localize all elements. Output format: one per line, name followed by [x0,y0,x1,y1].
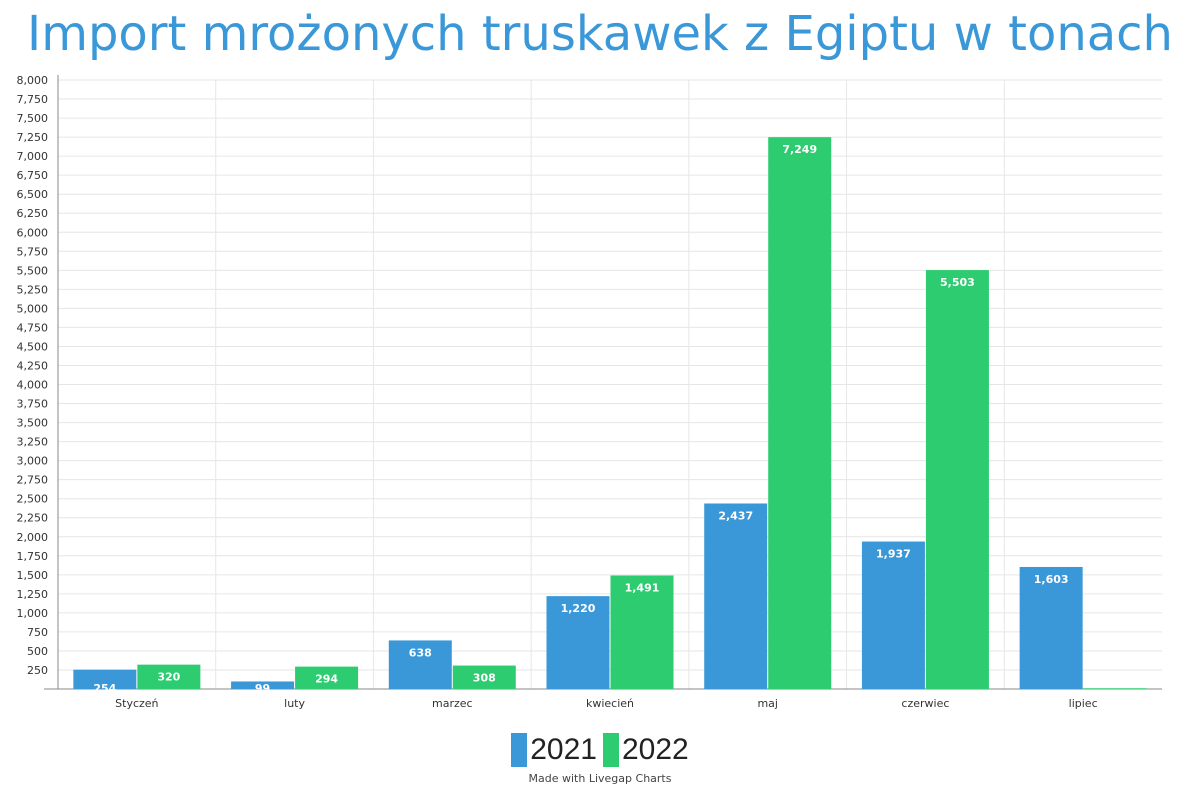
y-tick-label: 7,500 [17,112,49,125]
y-tick-label: 6,000 [17,226,49,239]
gridlines [58,79,1162,689]
x-tick-label: kwiecień [586,697,634,710]
data-label-2021-4: 2,437 [718,509,753,522]
y-tick-label: 1,500 [17,569,49,582]
y-tick-label: 7,000 [17,150,49,163]
y-tick-label: 500 [27,645,48,658]
bar-2022-0[interactable] [137,664,201,689]
x-tick-label: czerwiec [901,697,949,710]
legend-label-2021: 2021 [530,733,597,766]
y-tick-label: 3,500 [17,417,49,430]
x-tick-label: Styczeń [115,697,158,710]
bar-2021-3[interactable] [546,596,610,689]
y-tick-label: 3,000 [17,455,49,468]
legend-item-2022[interactable]: 2022 [603,733,689,767]
y-tick-label: 4,250 [17,359,49,372]
y-tick-label: 2,750 [17,474,49,487]
credit-text: Made with Livegap Charts [528,772,672,785]
legend-swatch-2022 [603,733,619,767]
y-tick-label: 5,000 [17,302,49,315]
y-tick-label: 5,250 [17,283,49,296]
legend: 2021 2022 [0,733,1200,767]
y-tick-label: 7,750 [17,93,49,106]
legend-item-2021[interactable]: 2021 [511,733,597,767]
y-tick-label: 4,500 [17,340,49,353]
data-label-2022-1: 294 [315,673,338,686]
bar-2022-6[interactable] [1083,688,1147,690]
data-label-2022-5: 5,503 [940,276,975,289]
data-label-2022-2: 308 [473,672,496,685]
y-tick-label: 6,250 [17,207,49,220]
bar-2021-1[interactable] [231,681,295,689]
bar-2021-5[interactable] [861,541,925,689]
data-label-2021-5: 1,937 [876,548,911,561]
y-tick-label: 5,750 [17,245,49,258]
y-tick-label: 2,250 [17,512,49,525]
legend-label-2022: 2022 [622,733,689,766]
bars [73,137,1147,690]
y-tick-label: 6,500 [17,188,49,201]
data-label-2021-3: 1,220 [561,602,596,615]
bar-2021-2[interactable] [388,640,452,689]
bar-2021-4[interactable] [704,503,768,689]
data-label-2022-0: 320 [157,671,180,684]
data-label-2022-4: 7,249 [782,143,817,156]
y-tick-label: 2,500 [17,493,49,506]
data-label-2021-1: 99 [255,682,270,695]
y-tick-label: 8,000 [17,74,49,87]
x-tick-label: luty [284,697,305,710]
data-label-2021-2: 638 [409,646,432,659]
x-tick-label: lipiec [1069,697,1098,710]
data-label-2021-6: 1,603 [1034,573,1069,586]
bar-2022-2[interactable] [452,665,516,689]
bar-2022-5[interactable] [925,270,989,689]
y-tick-label: 4,750 [17,321,49,334]
x-tick-label: maj [757,697,778,710]
bar-2022-1[interactable] [295,666,359,689]
y-tick-label: 5,500 [17,264,49,277]
y-tick-label: 2,000 [17,531,49,544]
bar-2021-0[interactable] [73,669,137,689]
x-tick-label: marzec [432,697,473,710]
bar-2022-3[interactable] [610,575,674,689]
labels: 250 500 750 1,000 1,250 1,500 1,750 2,000 2,250 2… [17,74,1098,710]
data-label-2022-3: 1,491 [625,581,660,594]
y-tick-label: 750 [27,626,48,639]
y-tick-label: 1,250 [17,588,49,601]
bar-2022-4[interactable] [768,137,832,690]
legend-swatch-2021 [511,733,528,767]
chart-title: Import mrożonych truskawek z Egiptu w to… [27,6,1173,62]
y-tick-label: 3,750 [17,398,49,411]
y-tick-label: 1,000 [17,607,49,620]
bar-2021-6[interactable] [1019,566,1083,689]
y-tick-label: 250 [27,664,48,677]
data-label-2021-0: 254 [93,682,116,695]
y-tick-label: 3,250 [17,436,49,449]
y-tick-label: 6,750 [17,169,49,182]
y-tick-label: 7,250 [17,131,49,144]
y-tick-label: 1,750 [17,550,49,563]
y-tick-label: 4,000 [17,379,49,392]
